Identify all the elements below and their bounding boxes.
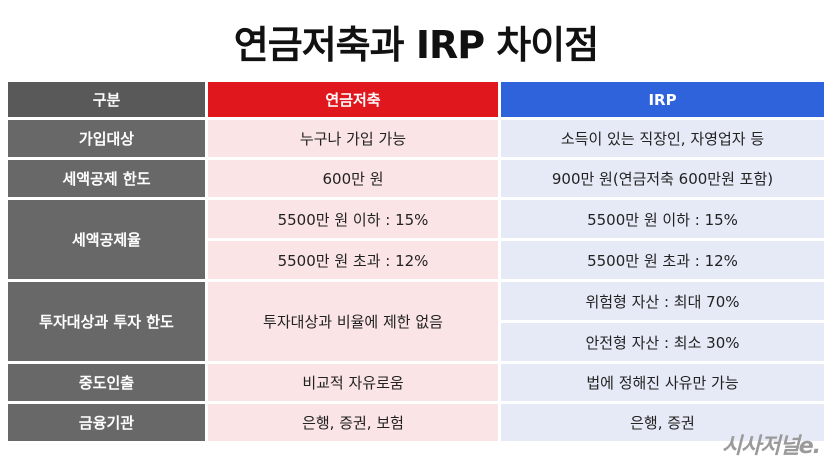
pension-invest: 투자대상과 비율에 제한 없음 [208,282,498,361]
pension-rate-high: 5500만 원 초과 : 12% [208,241,498,279]
irp-institution: 은행, 증권 [501,404,824,441]
irp-invest-safe: 안전형 자산 : 최소 30% [501,323,824,361]
irp-withdraw: 법에 정해진 사유만 가능 [501,364,824,401]
row-label-join: 가입대상 [8,120,205,157]
pension-rate-low: 5500만 원 이하 : 15% [208,200,498,238]
irp-rate-high: 5500만 원 초과 : 12% [501,241,824,279]
row-label-withdraw: 중도인출 [8,364,205,401]
publisher-watermark: 시사저널e. [721,434,821,459]
irp-invest-risky: 위험형 자산 : 최대 70% [501,282,824,320]
header-category: 구분 [8,82,205,117]
irp-limit: 900만 원(연금저축 600만원 포함) [501,160,824,197]
comparison-table: 구분 연금저축 IRP 가입대상 누구나 가입 가능 소득이 있는 직장인, 자… [8,82,824,441]
pension-limit: 600만 원 [208,160,498,197]
page-title: 연금저축과 IRP 차이점 [233,23,599,67]
header-pension: 연금저축 [208,82,498,117]
irp-join: 소득이 있는 직장인, 자영업자 등 [501,120,824,157]
pension-withdraw: 비교적 자유로움 [208,364,498,401]
pension-institution: 은행, 증권, 보험 [208,404,498,441]
row-label-limit: 세액공제 한도 [8,160,205,197]
row-label-rate: 세액공제율 [8,200,205,279]
row-label-invest: 투자대상과 투자 한도 [8,282,205,361]
irp-rate-low: 5500만 원 이하 : 15% [501,200,824,238]
row-label-institution: 금융기관 [8,404,205,441]
header-irp: IRP [501,82,824,117]
pension-join: 누구나 가입 가능 [208,120,498,157]
